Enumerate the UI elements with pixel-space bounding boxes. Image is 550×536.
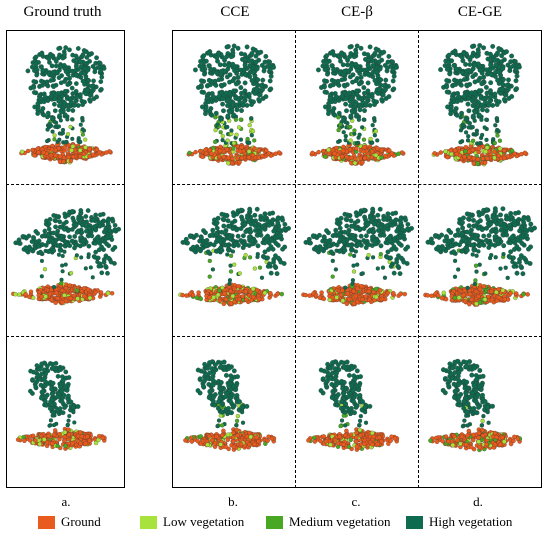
row-divider xyxy=(172,336,542,337)
point-cloud-scene xyxy=(183,359,277,452)
legend: Ground Low vegetation Medium vegetation … xyxy=(0,512,550,532)
header-ce-ge: CE-GE xyxy=(457,4,503,20)
point-cloud-cell xyxy=(175,342,294,484)
row-divider xyxy=(172,184,542,185)
row-divider xyxy=(6,184,125,185)
point-cloud-scene xyxy=(306,359,400,452)
point-cloud-scene xyxy=(19,45,113,165)
point-cloud-cell xyxy=(420,36,540,181)
column-divider xyxy=(418,30,419,488)
point-cloud-cell xyxy=(298,190,417,332)
point-cloud-scene xyxy=(309,43,406,166)
legend-item-high-vegetation: High vegetation xyxy=(406,514,512,530)
point-cloud-scene xyxy=(178,206,291,307)
header-ground-truth: Ground truth xyxy=(23,4,102,20)
point-cloud-scene xyxy=(15,360,107,451)
point-cloud-cell xyxy=(175,190,294,332)
sublabel-a: a. xyxy=(61,494,71,509)
point-cloud-scene xyxy=(301,206,414,307)
point-cloud-cell xyxy=(298,36,417,181)
point-cloud-scene xyxy=(186,43,283,166)
legend-swatch-high-vegetation xyxy=(406,515,423,529)
point-cloud-cell xyxy=(298,342,417,484)
point-cloud-scene xyxy=(431,43,529,167)
legend-label: Low vegetation xyxy=(163,514,245,529)
point-cloud-cell xyxy=(175,36,294,181)
point-cloud-scene xyxy=(428,358,522,453)
legend-item-ground: Ground xyxy=(38,514,101,530)
point-cloud-cell xyxy=(420,342,540,484)
point-cloud-cell xyxy=(420,190,540,332)
point-cloud-cell xyxy=(8,342,124,484)
legend-swatch-low-vegetation xyxy=(140,515,157,529)
sublabel-d: d. xyxy=(473,494,483,509)
legend-item-low-vegetation: Low vegetation xyxy=(140,514,244,530)
header-ce-beta: CE-β xyxy=(341,4,373,20)
legend-swatch-medium-vegetation xyxy=(266,515,283,529)
column-divider xyxy=(295,30,296,488)
point-cloud-scene xyxy=(11,208,122,306)
row-divider xyxy=(6,336,125,337)
point-cloud-cell xyxy=(8,190,124,332)
sublabel-b: b. xyxy=(228,494,238,509)
legend-label: Ground xyxy=(61,514,101,529)
sublabel-c: c. xyxy=(351,494,361,509)
legend-swatch-ground xyxy=(38,515,55,529)
legend-label: High vegetation xyxy=(429,514,513,529)
point-cloud-scene xyxy=(423,206,537,307)
legend-item-medium-vegetation: Medium vegetation xyxy=(266,514,390,530)
header-cce: CCE xyxy=(220,4,250,20)
point-cloud-cell xyxy=(8,36,124,181)
legend-label: Medium vegetation xyxy=(289,514,391,529)
